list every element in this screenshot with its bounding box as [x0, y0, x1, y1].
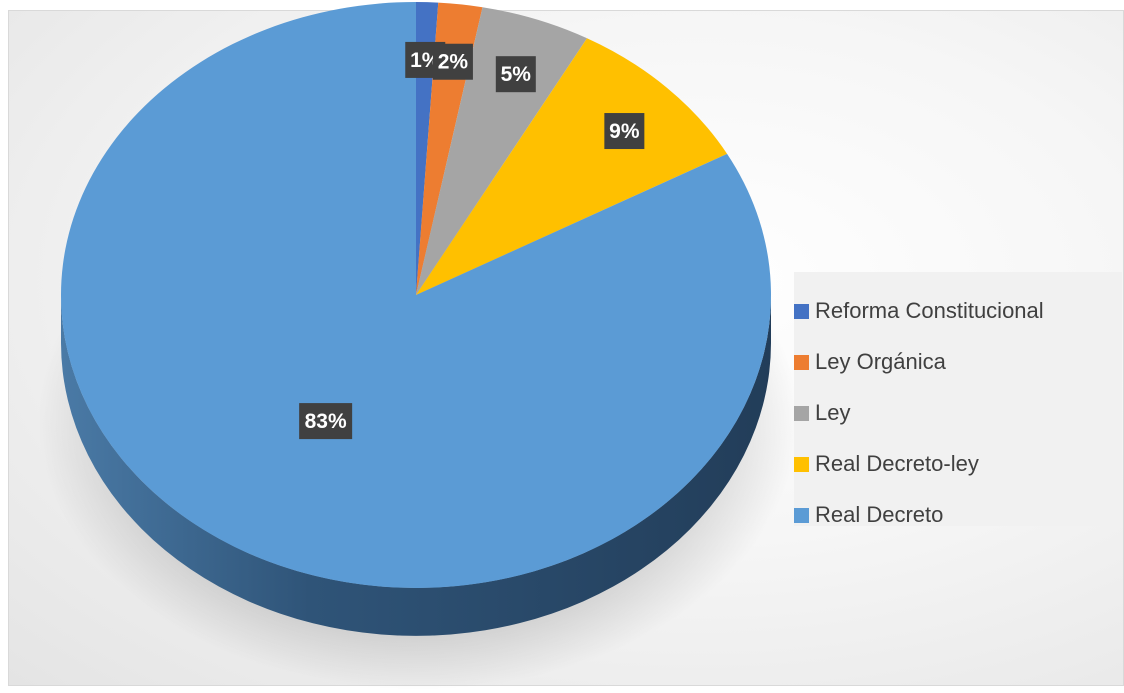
data-label-text: 5% [501, 63, 532, 86]
pie-side-wall [61, 295, 771, 636]
legend-swatch [794, 406, 809, 421]
legend-item: Ley [794, 387, 1122, 438]
data-label-box [495, 56, 536, 93]
data-label: 83% [299, 403, 353, 440]
legend-label: Reforma Constitucional [815, 297, 1044, 323]
legend-label: Real Decreto-ley [815, 450, 979, 476]
data-label: 9% [604, 113, 645, 150]
data-label-text: 83% [305, 410, 347, 433]
legend: Reforma Constitucional Ley Orgánica Ley Rea… [794, 272, 1122, 527]
data-label: 5% [495, 56, 536, 93]
legend-swatch [794, 508, 809, 523]
data-label-text: 9% [609, 120, 640, 143]
legend-swatch [794, 355, 809, 370]
legend-label: Ley Orgánica [815, 348, 946, 374]
pie-slice [416, 38, 728, 296]
data-label-text: 2% [438, 51, 469, 74]
legend-item: Ley Orgánica [794, 336, 1122, 387]
pie-slice [60, 2, 771, 588]
legend-label: Ley [815, 399, 851, 425]
pie-slice [416, 7, 588, 295]
data-label: 2% [432, 43, 473, 80]
legend-item: Reforma Constitucional [794, 285, 1122, 336]
data-label-box [432, 43, 473, 80]
legend-swatch [794, 304, 809, 319]
data-label-box [299, 403, 353, 440]
legend-item: Real Decreto-ley [794, 438, 1122, 489]
legend-item: Real Decreto [794, 489, 1122, 540]
legend-swatch [794, 457, 809, 472]
data-label-box [604, 113, 645, 150]
legend-label: Real Decreto [815, 501, 944, 527]
